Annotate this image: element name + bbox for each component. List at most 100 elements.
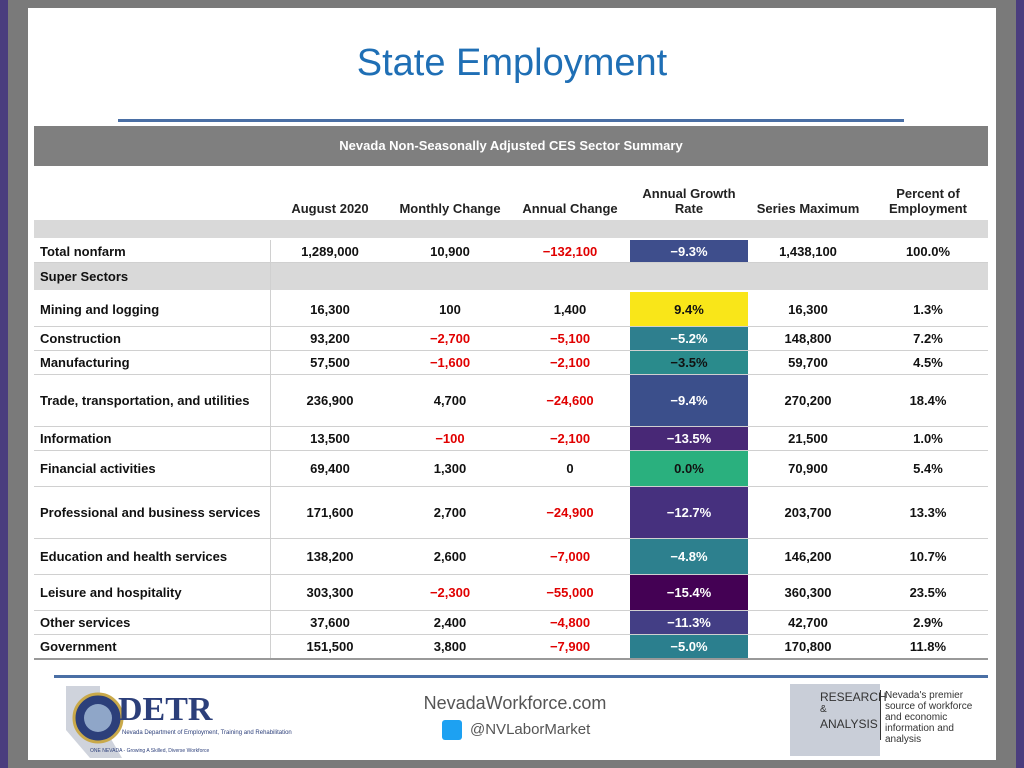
data-cell: 0 <box>566 461 574 476</box>
twitter-icon <box>442 720 462 740</box>
detr-name: Nevada Department of Employment, Trainin… <box>122 730 292 736</box>
growth-cell: −11.3% <box>630 611 748 634</box>
data-cell: −1,600 <box>429 355 471 370</box>
section-label: Super Sectors <box>34 262 988 290</box>
data-cell: 7.2% <box>913 331 943 346</box>
data-cell: 1,300 <box>433 461 467 476</box>
row-line <box>34 374 988 375</box>
data-cell: 13,500 <box>310 431 350 446</box>
data-cell: 236,900 <box>306 393 354 408</box>
data-cell: 42,700 <box>788 615 828 630</box>
col-divider <box>270 240 271 658</box>
data-cell: 138,200 <box>306 549 354 564</box>
data-cell: 4,700 <box>433 393 467 408</box>
data-cell: −24,600 <box>546 393 594 408</box>
website: NevadaWorkforce.com <box>423 693 607 713</box>
spacer-band <box>34 220 988 238</box>
data-cell: 59,700 <box>788 355 828 370</box>
growth-cell: −9.3% <box>630 240 748 262</box>
row-label: Mining and logging <box>40 301 160 317</box>
data-cell: 16,300 <box>310 301 350 317</box>
title: State Employment <box>356 42 668 84</box>
row-label: Leisure and hospitality <box>40 585 182 600</box>
data-cell: 70,900 <box>788 461 828 476</box>
data-cell: 303,300 <box>306 585 354 600</box>
data-cell: −132,100 <box>542 243 598 259</box>
data-cell: 171,600 <box>306 505 354 520</box>
data-cell: −5,100 <box>549 331 591 346</box>
growth-cell: −4.8% <box>630 539 748 574</box>
growth-cell: 9.4% <box>630 292 748 326</box>
row-label: Other services <box>40 615 131 630</box>
data-cell: 270,200 <box>784 393 832 408</box>
ra-logo-bg <box>790 684 880 756</box>
data-cell: 1,400 <box>553 301 587 317</box>
data-cell: 146,200 <box>784 549 832 564</box>
ra-divider <box>880 690 881 740</box>
title-rule <box>118 119 904 122</box>
data-cell: −7,900 <box>549 639 591 654</box>
data-cell: −24,900 <box>546 505 594 520</box>
data-cell: −2,700 <box>429 331 471 346</box>
detr-logo: DETR Nevada Department of Employment, Tr… <box>66 686 292 758</box>
row-label: Manufacturing <box>40 355 130 370</box>
data-cell: 2.9% <box>913 615 943 630</box>
data-cell: −100 <box>435 431 465 446</box>
growth-cell: −13.5% <box>630 427 748 450</box>
detr-text: DETR <box>118 691 213 728</box>
row-line <box>34 326 988 327</box>
row-label: Professional and business services <box>40 505 261 520</box>
data-cell: 203,700 <box>784 505 832 520</box>
twitter-handle: @NVLaborMarket <box>470 721 591 738</box>
data-cell: 2,600 <box>433 549 467 564</box>
column-header: August 2020 <box>291 201 369 216</box>
row-line <box>34 426 988 427</box>
data-cell: −55,000 <box>546 585 594 600</box>
data-cell: 2,400 <box>433 615 467 630</box>
data-cell: 18.4% <box>909 393 947 408</box>
footer-rule <box>54 675 988 678</box>
ra-analysis: ANALYSIS <box>820 717 878 731</box>
row-label: Total nonfarm <box>40 243 126 259</box>
data-cell: 360,300 <box>784 585 832 600</box>
detr-tagline: ONE NEVADA - Growing A Skilled, Diverse … <box>90 748 210 754</box>
row-label: Financial activities <box>40 461 156 476</box>
data-cell: 5.4% <box>913 461 943 476</box>
data-cell: 1,438,100 <box>779 243 837 259</box>
data-cell: 69,400 <box>310 461 350 476</box>
row-line <box>34 486 988 487</box>
data-cell: 57,500 <box>310 355 350 370</box>
data-cell: 93,200 <box>310 331 350 346</box>
row-line <box>34 634 988 635</box>
data-cell: −7,000 <box>549 549 591 564</box>
data-cell: 148,800 <box>784 331 832 346</box>
row-line <box>34 450 988 451</box>
data-cell: −2,300 <box>429 585 471 600</box>
data-cell: −4,800 <box>549 615 591 630</box>
data-cell: 2,700 <box>433 505 467 520</box>
row-line <box>34 538 988 539</box>
data-cell: 10.7% <box>909 549 947 564</box>
data-cell: 16,300 <box>788 301 828 317</box>
data-cell: 1.0% <box>913 431 943 446</box>
row-label: Trade, transportation, and utilities <box>40 393 250 408</box>
data-cell: 13.3% <box>909 505 947 520</box>
data-cell: 3,800 <box>433 639 467 654</box>
growth-cell: −15.4% <box>630 575 748 610</box>
column-header: Percent of Employment <box>888 186 967 216</box>
growth-cell: −5.2% <box>630 327 748 350</box>
data-cell: 100.0% <box>905 243 951 259</box>
growth-cell: 0.0% <box>630 451 748 486</box>
table-caption: Nevada Non-Seasonally Adjusted CES Secto… <box>34 126 988 166</box>
table-bottom <box>34 658 988 660</box>
data-cell: 170,800 <box>784 639 832 654</box>
data-cell: 151,500 <box>306 639 354 654</box>
row-line <box>34 610 988 611</box>
data-cell: 1.3% <box>913 301 943 317</box>
data-cell: −2,100 <box>549 355 591 370</box>
data-cell: 10,900 <box>430 243 470 259</box>
row-label: Education and health services <box>40 549 228 564</box>
data-cell: 21,500 <box>788 431 828 446</box>
data-cell: −2,100 <box>549 431 591 446</box>
